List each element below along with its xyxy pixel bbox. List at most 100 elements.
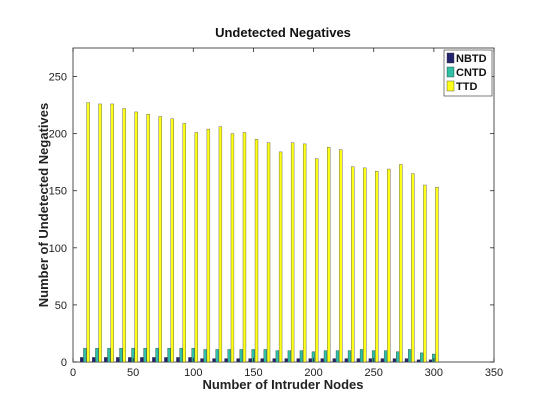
y-tick-label: 150 bbox=[49, 186, 67, 198]
bar-cntd-280 bbox=[408, 349, 412, 363]
bar-ttd-20 bbox=[98, 103, 102, 363]
bar-cntd-230 bbox=[347, 350, 352, 363]
y-tick-label: 100 bbox=[49, 243, 67, 255]
bars-group bbox=[80, 102, 439, 363]
x-tick-label: 200 bbox=[304, 367, 322, 379]
bar-nbtd-230 bbox=[344, 358, 348, 363]
x-tick-label: 250 bbox=[365, 367, 383, 379]
bar-ttd-190 bbox=[302, 143, 307, 363]
bar-nbtd-160 bbox=[260, 358, 264, 363]
x-axis-ticks: 0 50 100 150 200 250 300 350 bbox=[70, 48, 503, 379]
bar-ttd-110 bbox=[206, 128, 211, 363]
bar-nbtd-70 bbox=[152, 357, 156, 363]
bar-nbtd-50 bbox=[128, 357, 132, 363]
bar-cntd-220 bbox=[335, 350, 340, 363]
bar-cntd-60 bbox=[143, 348, 147, 363]
bar-nbtd-240 bbox=[356, 358, 360, 363]
legend: NBTD CNTD TTD bbox=[443, 49, 493, 97]
bar-ttd-10 bbox=[86, 102, 90, 363]
bar-cntd-180 bbox=[287, 350, 292, 363]
legend-label-ttd: TTD bbox=[456, 81, 477, 93]
bar-nbtd-10 bbox=[80, 357, 84, 363]
x-tick-label: 50 bbox=[127, 367, 139, 379]
bar-cntd-120 bbox=[215, 349, 219, 363]
bar-cntd-290 bbox=[420, 352, 424, 363]
bar-cntd-260 bbox=[383, 350, 388, 363]
bar-ttd-260 bbox=[387, 168, 391, 363]
y-tick-label: 250 bbox=[49, 72, 67, 84]
bar-cntd-210 bbox=[323, 350, 328, 363]
bar-nbtd-130 bbox=[224, 358, 228, 363]
bar-ttd-160 bbox=[266, 142, 271, 363]
bar-cntd-80 bbox=[167, 348, 171, 363]
x-tick-label: 300 bbox=[425, 367, 443, 379]
bar-ttd-290 bbox=[423, 184, 427, 363]
bar-cntd-30 bbox=[107, 348, 111, 363]
bar-nbtd-170 bbox=[272, 358, 276, 363]
bar-nbtd-150 bbox=[248, 358, 252, 363]
bar-nbtd-210 bbox=[320, 358, 324, 363]
bar-ttd-100 bbox=[194, 132, 199, 363]
bar-cntd-70 bbox=[155, 348, 159, 363]
bar-nbtd-90 bbox=[176, 357, 180, 363]
bar-ttd-60 bbox=[146, 114, 150, 363]
bar-ttd-280 bbox=[411, 173, 415, 363]
x-tick-label: 0 bbox=[70, 367, 76, 379]
bar-cntd-270 bbox=[395, 351, 400, 363]
bar-nbtd-190 bbox=[296, 358, 300, 363]
bar-cntd-40 bbox=[119, 348, 123, 363]
bar-ttd-90 bbox=[182, 123, 186, 363]
bar-nbtd-260 bbox=[380, 358, 385, 363]
y-tick-label: 50 bbox=[55, 300, 67, 312]
bar-ttd-200 bbox=[315, 158, 319, 363]
legend-swatch-cntd bbox=[446, 66, 455, 78]
bar-nbtd-20 bbox=[92, 357, 96, 363]
y-tick-label: 200 bbox=[49, 129, 67, 141]
bar-cntd-170 bbox=[275, 350, 280, 363]
y-axis-title: Number of Undetected Negatives bbox=[36, 103, 51, 307]
bar-ttd-80 bbox=[170, 118, 174, 363]
bar-cntd-130 bbox=[227, 349, 231, 363]
bar-nbtd-120 bbox=[212, 358, 216, 363]
bar-ttd-30 bbox=[110, 103, 114, 363]
bar-nbtd-140 bbox=[236, 358, 240, 363]
bar-ttd-180 bbox=[290, 142, 295, 363]
bar-cntd-90 bbox=[179, 348, 183, 363]
legend-label-nbtd: NBTD bbox=[456, 53, 487, 65]
bar-nbtd-290 bbox=[416, 359, 421, 363]
bar-nbtd-60 bbox=[140, 357, 144, 363]
bar-cntd-20 bbox=[95, 348, 99, 363]
bar-ttd-140 bbox=[242, 132, 247, 363]
bar-cntd-160 bbox=[263, 349, 267, 363]
bar-ttd-210 bbox=[327, 147, 331, 363]
bar-cntd-190 bbox=[299, 350, 304, 363]
bar-ttd-50 bbox=[134, 111, 138, 363]
y-tick-label: 0 bbox=[61, 357, 67, 369]
legend-label-cntd: CNTD bbox=[456, 67, 487, 79]
x-tick-label: 350 bbox=[485, 367, 503, 379]
legend-swatch-nbtd bbox=[446, 52, 455, 64]
bar-nbtd-180 bbox=[284, 358, 288, 363]
bar-ttd-170 bbox=[278, 151, 283, 363]
bar-ttd-150 bbox=[254, 139, 259, 363]
bar-nbtd-300 bbox=[428, 359, 433, 363]
bar-nbtd-220 bbox=[332, 358, 336, 363]
bar-nbtd-200 bbox=[308, 358, 312, 363]
bar-nbtd-100 bbox=[188, 357, 192, 363]
chart-title: Undetected Negatives bbox=[215, 25, 351, 40]
bar-cntd-140 bbox=[239, 349, 243, 363]
bar-ttd-230 bbox=[351, 166, 355, 363]
bar-cntd-240 bbox=[359, 349, 364, 363]
bar-ttd-240 bbox=[363, 167, 367, 363]
bar-ttd-120 bbox=[218, 126, 223, 363]
bar-nbtd-30 bbox=[104, 357, 108, 363]
bar-nbtd-40 bbox=[116, 357, 120, 363]
bar-cntd-110 bbox=[203, 349, 207, 363]
legend-swatch-ttd bbox=[446, 80, 455, 92]
y-axis-ticks: 0 50 100 150 200 250 bbox=[49, 72, 494, 369]
bar-ttd-70 bbox=[158, 116, 162, 363]
bar-nbtd-270 bbox=[392, 358, 397, 363]
bar-ttd-300 bbox=[435, 187, 439, 363]
x-axis-title: Number of Intruder Nodes bbox=[202, 377, 363, 392]
